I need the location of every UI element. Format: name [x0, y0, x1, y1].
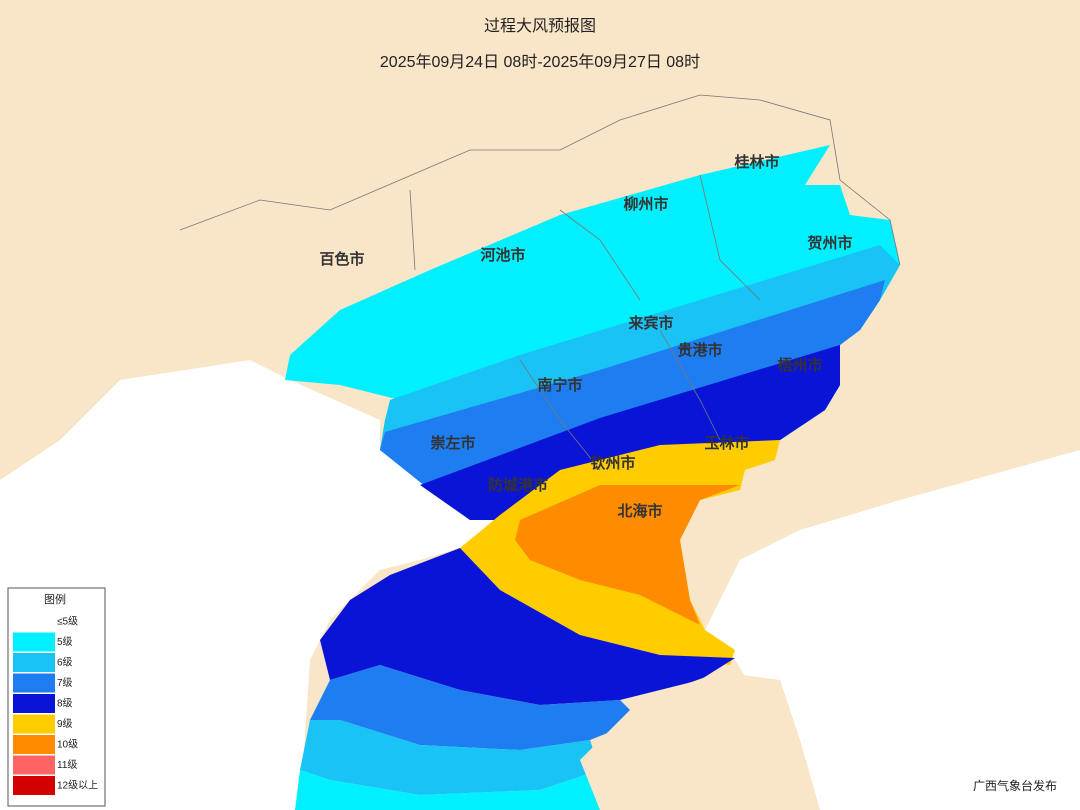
legend-label: ≤5级 — [57, 616, 78, 628]
city-label: 玉林市 — [704, 434, 749, 452]
sea-west — [0, 360, 500, 810]
wind-band — [295, 770, 600, 810]
wind-bands — [285, 145, 900, 810]
wind-band — [515, 485, 740, 625]
legend-label: 10级 — [57, 739, 78, 751]
wind-band — [300, 720, 600, 795]
wind-band — [320, 548, 735, 705]
city-label: 贺州市 — [806, 234, 852, 252]
legend-label: 5级 — [57, 636, 73, 648]
title: 过程大风预报图 — [484, 17, 596, 35]
legend-swatch — [13, 612, 55, 631]
legend-swatch — [13, 714, 55, 734]
legend-swatch — [13, 694, 55, 713]
city-label: 来宾市 — [627, 314, 673, 332]
legend-label: 9级 — [57, 718, 73, 730]
sea-east — [705, 450, 1080, 810]
city-label: 南宁市 — [537, 376, 582, 394]
city-label: 梧州市 — [777, 356, 822, 374]
peninsula — [580, 672, 820, 810]
legend-label: 6级 — [57, 657, 73, 669]
city-label: 钦州市 — [590, 454, 635, 472]
wind-band — [310, 665, 640, 750]
city-label: 桂林市 — [733, 153, 779, 171]
legend-swatch — [13, 632, 55, 652]
wind-band — [420, 345, 840, 520]
city-label: 北海市 — [617, 502, 662, 520]
legend-label: 8级 — [57, 698, 73, 710]
city-label: 河池市 — [480, 246, 525, 264]
legend: ≤5级 5级 6级 7级 8级 9级 10级 11级 12级以上 — [13, 612, 98, 795]
legend-swatch — [13, 776, 55, 795]
legend-swatch — [13, 673, 55, 693]
city-label: 柳州市 — [623, 195, 668, 213]
city-label: 防城港市 — [488, 476, 548, 494]
legend-swatch — [13, 735, 55, 754]
subtitle: 2025年09月24日 08时-2025年09月27日 08时 — [380, 53, 700, 71]
legend-title: 图例 — [44, 592, 66, 606]
legend-label: 7级 — [57, 677, 73, 689]
legend-label: 12级以上 — [57, 780, 98, 792]
legend-swatch — [13, 755, 55, 775]
city-label: 崇左市 — [430, 434, 475, 452]
city-label: 百色市 — [319, 250, 364, 268]
legend-label: 11级 — [57, 759, 77, 771]
borders — [179, 94, 901, 471]
legend-swatch — [13, 653, 55, 672]
city-label: 贵港市 — [677, 341, 722, 359]
source: 广西气象台发布 — [973, 778, 1057, 793]
